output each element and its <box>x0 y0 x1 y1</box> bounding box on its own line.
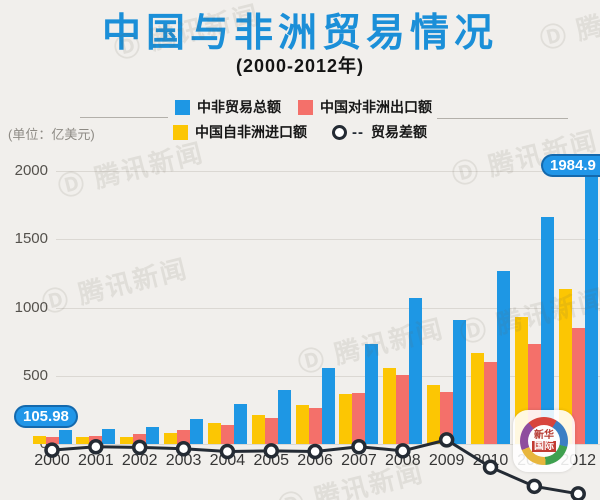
bar-total <box>277 389 291 444</box>
bar-import <box>295 404 309 444</box>
unit-label: (单位：亿美元) <box>8 127 95 142</box>
bar-export <box>45 437 59 444</box>
bar-export <box>440 392 454 444</box>
bar-import <box>383 367 397 444</box>
bar-import <box>120 436 134 444</box>
bar-export <box>484 362 497 444</box>
bar-total <box>146 427 160 444</box>
legend-rule-left <box>80 117 168 118</box>
legend-item-import: 中国自非洲进口额 <box>173 124 307 140</box>
bar-import <box>471 352 484 444</box>
balance-line-marker-icon <box>332 124 347 140</box>
bar-import <box>558 289 572 444</box>
page-subtitle: (2000-2012年) <box>235 56 365 76</box>
y-tick-label: 500 <box>22 366 48 384</box>
bar-export <box>396 374 410 444</box>
legend-item-total: 中非贸易总额 <box>175 99 281 115</box>
bar-import <box>76 437 90 444</box>
bar-total <box>58 429 72 444</box>
x-tick-label: 2005 <box>253 452 290 469</box>
bar-total <box>321 368 335 444</box>
export-swatch-icon <box>298 99 313 115</box>
tencent-news-watermark: Ⓓ 腾讯新闻 <box>38 253 192 319</box>
legend-label-import: 中国自非洲进口额 <box>195 124 307 140</box>
value-badge-2000: 105.98 <box>14 405 78 428</box>
x-tick-label: 2003 <box>165 452 202 469</box>
legend-item-balance: -- 贸易差额 <box>332 123 427 141</box>
bar-export <box>264 418 278 444</box>
bar-total <box>497 270 510 444</box>
x-tick-label: 2004 <box>209 452 246 469</box>
y-tick-label: 1500 <box>14 230 48 248</box>
legend-label-total: 中非贸易总额 <box>197 99 281 115</box>
x-tick-label: 2000 <box>34 452 70 469</box>
value-badge-2012: 1984.9 <box>541 154 600 177</box>
xinhua-logo-text-1: 新华 <box>534 430 554 441</box>
bar-total <box>584 173 598 444</box>
gridline <box>56 307 600 309</box>
bar-total <box>365 343 379 444</box>
trade-balance-marker <box>570 486 586 500</box>
x-tick-label: 2009 <box>428 452 465 469</box>
bar-export <box>177 430 191 444</box>
bar-total <box>409 298 423 444</box>
xinhua-logo-center: 新华 国际 <box>528 425 560 457</box>
bar-export <box>352 393 366 444</box>
x-tick-label: 2010 <box>472 452 509 469</box>
xinhua-logo-ring-icon: 新华 国际 <box>520 417 568 465</box>
import-swatch-icon <box>173 124 188 140</box>
total-trade-swatch-icon <box>175 99 190 115</box>
bar-export <box>89 435 103 444</box>
tencent-news-watermark: Ⓓ 腾讯新闻 <box>54 137 208 203</box>
xinhua-logo-text-2: 国际 <box>532 441 556 452</box>
bar-total <box>190 418 204 444</box>
bar-total <box>540 217 554 444</box>
legend-label-export: 中国对非洲出口额 <box>320 99 432 115</box>
bar-total <box>233 403 247 444</box>
x-tick-label: 2006 <box>297 452 333 469</box>
bar-export <box>308 407 322 444</box>
bar-import <box>32 436 46 444</box>
bar-export <box>220 425 234 444</box>
xinhua-international-logo: 新华 国际 <box>513 410 575 472</box>
legend-item-export: 中国对非洲出口额 <box>298 99 432 115</box>
bar-export <box>571 327 585 444</box>
x-tick-label: 2001 <box>78 452 114 469</box>
page-title: 中国与非洲贸易情况 <box>101 12 498 55</box>
trade-balance-marker <box>526 478 543 495</box>
bar-import <box>427 384 441 444</box>
y-tick-label: 1000 <box>14 298 48 316</box>
x-tick-label: 2002 <box>121 452 158 469</box>
balance-line-dash-icon: -- <box>352 123 364 141</box>
bar-total <box>453 319 467 444</box>
y-tick-label: 2000 <box>14 162 48 179</box>
bar-import <box>164 432 178 444</box>
bar-import <box>339 394 353 444</box>
legend-label-balance: 贸易差额 <box>371 124 427 140</box>
gridline <box>56 239 600 241</box>
bar-total <box>102 429 116 444</box>
gridline <box>56 171 600 172</box>
bar-export <box>133 434 147 444</box>
bar-import <box>207 422 221 444</box>
bar-import <box>251 415 265 444</box>
legend-rule-right <box>437 118 568 119</box>
